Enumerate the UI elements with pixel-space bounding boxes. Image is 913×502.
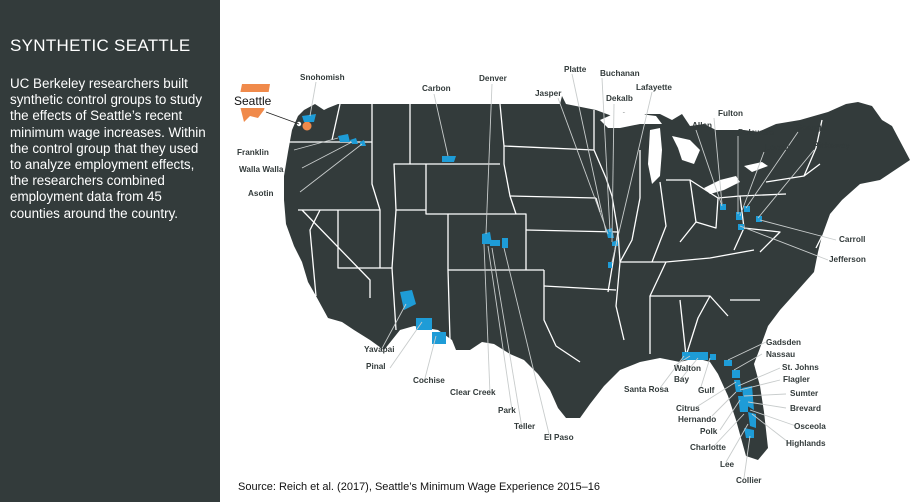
label-jasper: Jasper bbox=[535, 89, 562, 98]
label-fulton: Fulton bbox=[718, 109, 743, 118]
label-lee: Lee bbox=[720, 460, 735, 469]
label-gadsden: Gadsden bbox=[766, 338, 801, 347]
sidebar-description: UC Berkeley researchers built synthetic … bbox=[10, 76, 206, 221]
lake-michigan bbox=[648, 128, 662, 184]
lake-ontario bbox=[744, 162, 768, 172]
label-pickaway: Pickaway bbox=[813, 141, 850, 150]
seattle-label: Seattle bbox=[234, 94, 272, 108]
label-walton: Walton bbox=[674, 364, 701, 373]
label-clear-creek: Clear Creek bbox=[450, 388, 496, 397]
label-snohomish: Snohomish bbox=[300, 73, 345, 82]
sidebar-panel: SYNTHETIC SEATTLE UC Berkeley researcher… bbox=[0, 0, 220, 502]
us-county-map: Seattle bbox=[228, 65, 910, 485]
sidebar-title: SYNTHETIC SEATTLE bbox=[10, 36, 191, 55]
label-nassau: Nassau bbox=[766, 350, 795, 359]
label-teller: Teller bbox=[514, 422, 536, 431]
label-collier: Collier bbox=[736, 476, 762, 485]
label-cochise: Cochise bbox=[413, 376, 445, 385]
seattle-label-bg bbox=[228, 92, 276, 108]
label-lorain: Lorain bbox=[765, 143, 790, 152]
label-santa-rosa: Santa Rosa bbox=[624, 385, 669, 394]
label-bay: Bay bbox=[674, 375, 689, 384]
lake-erie bbox=[704, 176, 740, 194]
label-allen: Allen bbox=[692, 121, 712, 130]
state-borders bbox=[286, 103, 823, 363]
label-citrus: Citrus bbox=[676, 404, 700, 413]
label-delaware: Delaware bbox=[738, 128, 774, 137]
source-citation: Source: Reich et al. (2017), Seattle’s M… bbox=[238, 481, 600, 493]
county-labels: Snohomish Franklin Walla Walla Asotin Ca… bbox=[237, 65, 866, 485]
label-el-paso: El Paso bbox=[544, 433, 574, 442]
label-dekalb: Dekalb bbox=[606, 94, 633, 103]
label-carroll: Carroll bbox=[839, 235, 865, 244]
lake-huron bbox=[672, 136, 700, 164]
label-polk: Polk bbox=[700, 427, 718, 436]
label-highlands: Highlands bbox=[786, 439, 826, 448]
label-asotin: Asotin bbox=[248, 189, 273, 198]
seattle-dot bbox=[302, 121, 312, 131]
label-platte: Platte bbox=[564, 65, 587, 74]
label-jefferson: Jefferson bbox=[829, 255, 866, 264]
label-pinal: Pinal bbox=[366, 362, 386, 371]
label-yavapai: Yavapai bbox=[364, 345, 395, 354]
label-brevard: Brevard bbox=[790, 404, 821, 413]
label-leader-lines bbox=[293, 73, 837, 479]
label-charlotte: Charlotte bbox=[690, 443, 726, 452]
label-carbon: Carbon bbox=[422, 84, 451, 93]
label-walla-walla: Walla Walla bbox=[239, 165, 284, 174]
label-lafayette: Lafayette bbox=[636, 83, 672, 92]
us-land-outline bbox=[284, 96, 910, 460]
label-sumter: Sumter bbox=[790, 389, 819, 398]
label-st-johns: St. Johns bbox=[782, 363, 819, 372]
label-franklin: Franklin bbox=[237, 148, 269, 157]
label-hernando: Hernando bbox=[678, 415, 716, 424]
label-flagler: Flagler bbox=[783, 375, 811, 384]
label-buchanan: Buchanan bbox=[600, 69, 640, 78]
label-park: Park bbox=[498, 406, 516, 415]
label-denver: Denver bbox=[479, 74, 508, 83]
label-osceola: Osceola bbox=[794, 422, 826, 431]
label-geauga: Geauga bbox=[796, 123, 826, 132]
label-gulf: Gulf bbox=[698, 386, 715, 395]
